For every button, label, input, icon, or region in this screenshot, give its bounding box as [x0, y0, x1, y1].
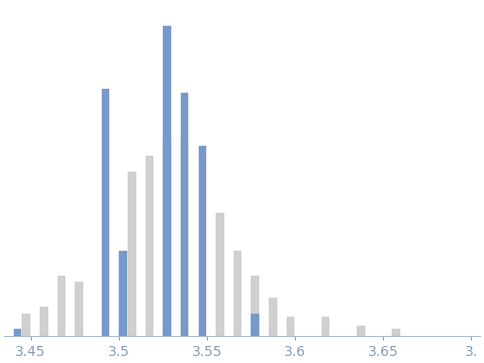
Bar — [102, 89, 109, 336]
Bar — [287, 317, 294, 336]
Bar — [164, 26, 171, 336]
Bar — [216, 213, 224, 336]
Bar — [198, 146, 206, 336]
Bar — [252, 314, 259, 336]
Bar — [76, 282, 83, 336]
Bar — [252, 276, 259, 336]
Bar — [357, 326, 364, 336]
Bar — [128, 172, 136, 336]
Bar — [146, 156, 153, 336]
Bar — [393, 330, 400, 336]
Bar — [164, 140, 171, 336]
Bar — [234, 250, 242, 336]
Bar — [181, 93, 188, 336]
Bar — [58, 276, 65, 336]
Bar — [14, 330, 21, 336]
Bar — [40, 307, 47, 336]
Bar — [120, 250, 127, 336]
Bar — [269, 298, 276, 336]
Bar — [181, 140, 188, 336]
Bar — [22, 314, 30, 336]
Bar — [322, 317, 330, 336]
